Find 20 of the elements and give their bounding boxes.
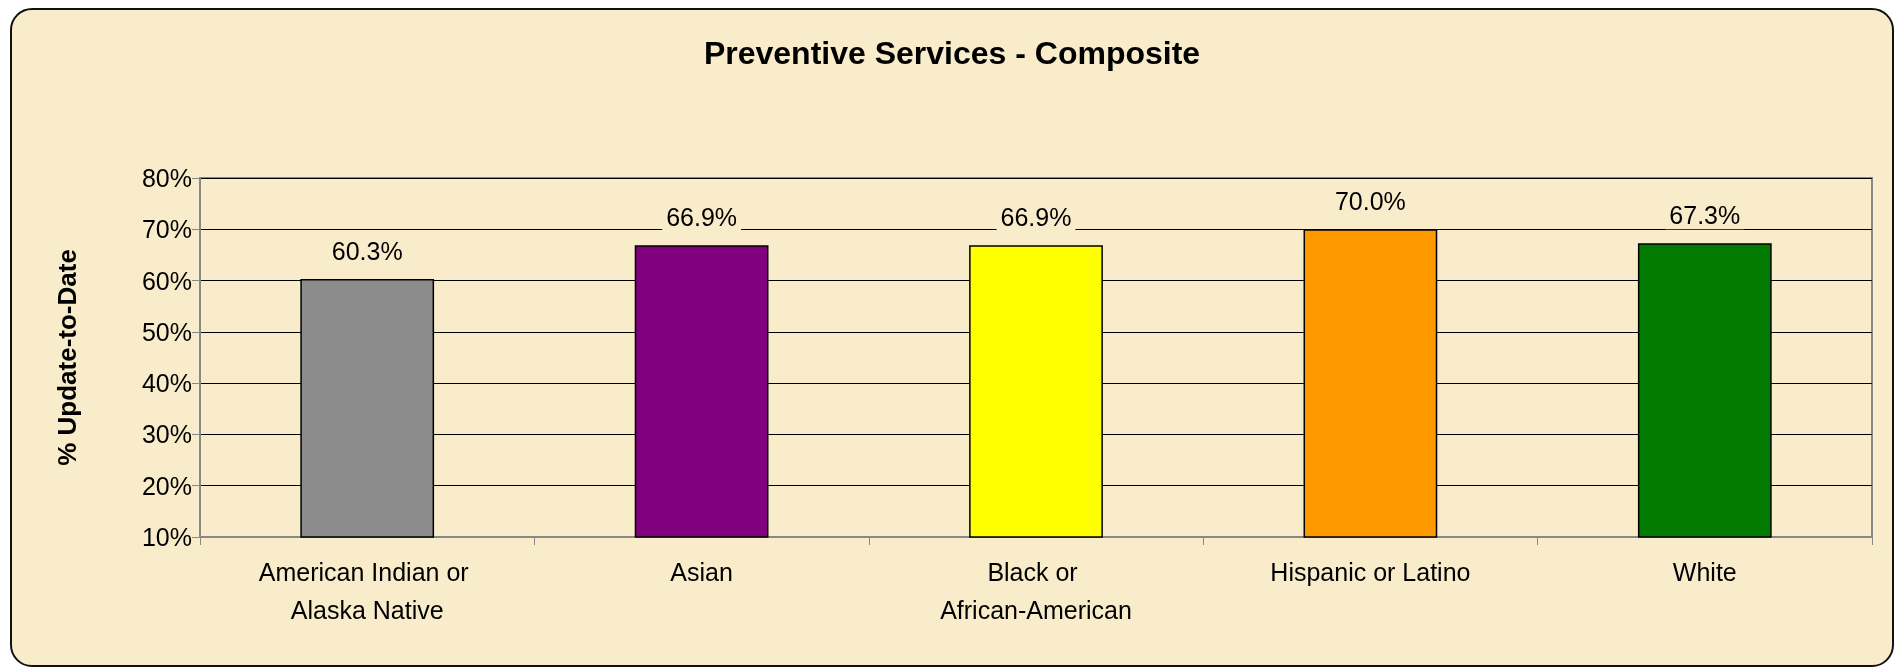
chart-title: Preventive Services - Composite (703, 35, 1201, 71)
data-label: 60.3% (331, 236, 403, 265)
y-tick-label: 30% (141, 420, 192, 449)
data-label: 70.0% (1334, 186, 1406, 215)
y-tick-label: 20% (141, 471, 192, 500)
y-tick-label: 80% (141, 164, 192, 192)
y-tick-label: 40% (141, 369, 192, 398)
x-tick-label: White (1672, 558, 1737, 586)
y-tick-label: 50% (141, 317, 192, 346)
y-tick-label: 10% (141, 523, 192, 551)
x-tick-label: Asian (670, 558, 733, 586)
x-tick-label: American Indian or Alaska Native (258, 558, 476, 624)
data-label: 66.9% (666, 202, 738, 231)
x-tick-label: Black or African-American (940, 558, 1132, 624)
data-label: 67.3% (1669, 200, 1741, 229)
y-tick-label: 70% (141, 215, 192, 244)
data-label: 66.9% (1000, 202, 1072, 231)
x-tick-label: Hispanic or Latino (1270, 558, 1471, 586)
y-axis-title: % Update-to-Date (52, 249, 82, 466)
y-tick-label: 60% (141, 266, 192, 295)
